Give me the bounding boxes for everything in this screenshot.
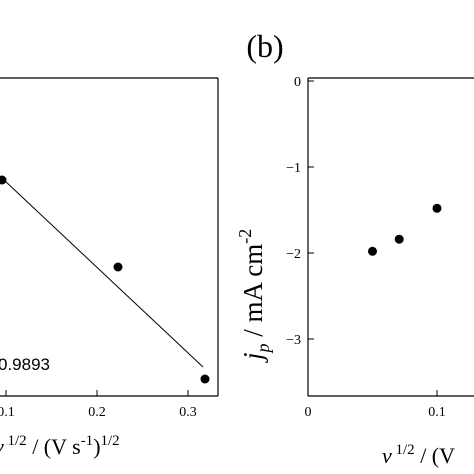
left-annotation: 0.9893	[0, 355, 50, 374]
right-x-ticks: 0 0.1	[305, 390, 446, 420]
right-data-point	[394, 234, 404, 244]
left-x-axis-label: ν 1/2 / (V s-1)1/2	[0, 433, 120, 459]
left-data-marks	[0, 175, 210, 384]
right-plot: 0−1−2−3 0 0.1 jp / mA cm-2 ν 1/2 / (V	[235, 75, 474, 468]
right-y-tick-label: 0	[294, 75, 301, 90]
left-x-tick-label: 0.2	[88, 405, 106, 420]
left-x-label-units: / (V s	[27, 434, 81, 459]
right-y-tick-label: −1	[286, 161, 301, 176]
left-x-ticks: 0.1 0.2 0.3	[0, 390, 197, 420]
left-x-label-close-exp: 1/2	[101, 433, 120, 449]
panel-label: (b)	[246, 28, 283, 64]
right-y-tick-label: −2	[286, 247, 301, 262]
left-fit-line	[3, 179, 204, 368]
right-x-label-symbol: ν	[382, 443, 392, 468]
right-y-label-symbol: j	[238, 352, 268, 363]
right-y-axis-label: jp / mA cm-2	[235, 229, 273, 363]
right-y-label-exp: -2	[235, 229, 255, 244]
left-data-point	[113, 262, 123, 272]
left-x-label-power: 1/2	[4, 433, 27, 449]
left-x-label-close: )	[93, 434, 100, 459]
left-data-point	[0, 175, 7, 185]
right-y-tick-label: −3	[286, 333, 301, 348]
left-x-tick-label: 0.1	[0, 405, 15, 420]
right-x-label-units: / (V	[415, 443, 455, 468]
left-x-label-symbol: ν	[0, 434, 4, 459]
right-data-point	[432, 203, 442, 213]
right-data-point	[368, 246, 377, 256]
right-data-marks	[368, 203, 442, 256]
left-x-label-units-exp: -1	[81, 433, 94, 449]
right-x-tick-label: 0	[305, 405, 312, 420]
left-data-point	[200, 374, 210, 384]
left-x-tick-label: 0.3	[179, 405, 197, 420]
right-y-label-units: / mA cm	[238, 244, 268, 344]
right-y-ticks: 0 −1 −2 −3	[286, 75, 314, 348]
right-y-label-sub: p	[253, 343, 273, 354]
right-x-label-power: 1/2	[392, 442, 415, 458]
right-x-axis-label: ν 1/2 / (V	[382, 442, 455, 468]
left-plot: 0.10.20.3 0.9893 ν 1/2 / (V s-1)1/2	[0, 77, 219, 459]
right-x-tick-label: 0.1	[428, 405, 446, 420]
